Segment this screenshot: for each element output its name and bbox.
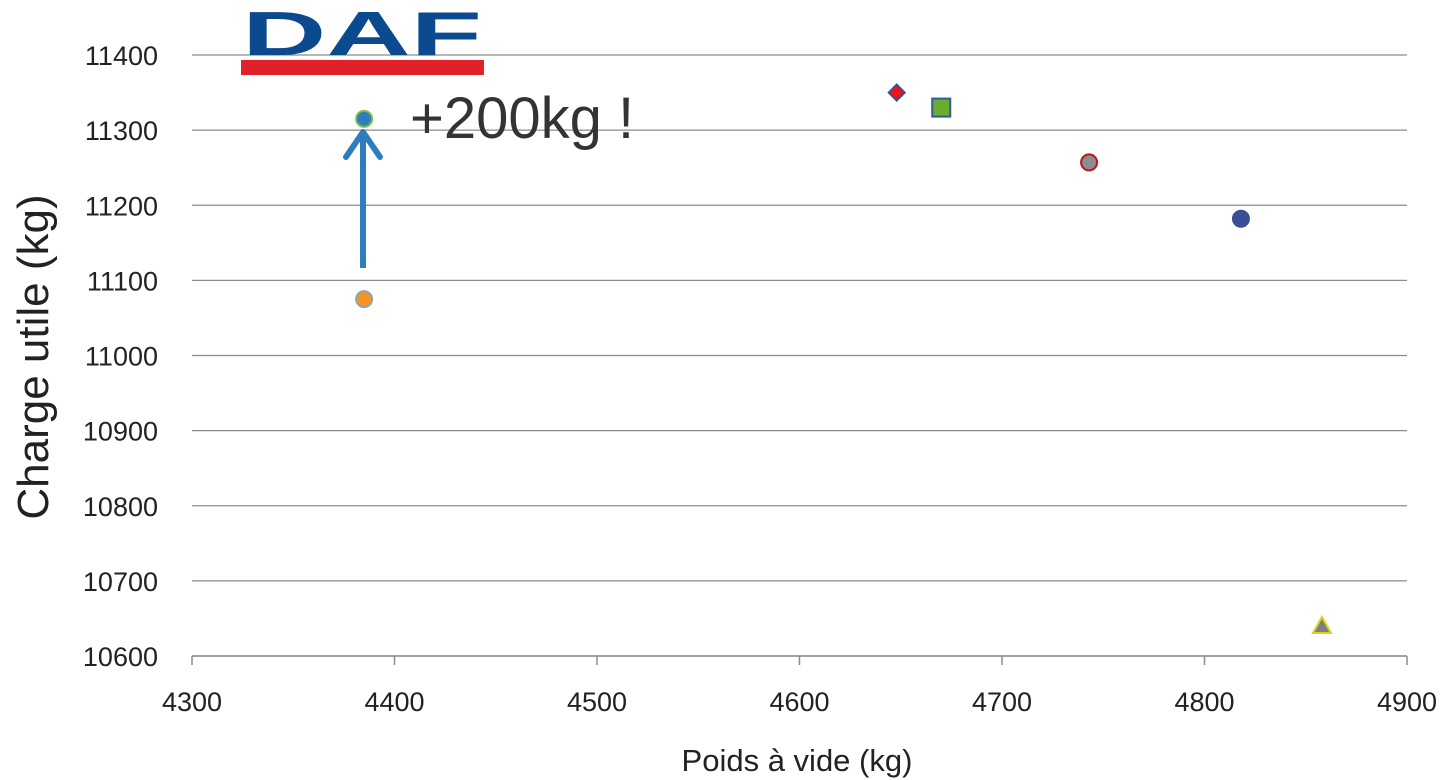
data-point-square [931, 97, 952, 118]
arrow-head [343, 129, 383, 160]
x-tick-labels: 4300 4400 4500 4600 4700 4800 4900 [162, 687, 1437, 717]
y-tick-labels: 10600 10700 10800 10900 11000 11100 11200 11300… [83, 41, 158, 672]
data-point-triangle [1311, 614, 1333, 634]
axes [191, 655, 1408, 665]
y-tick-label: 11000 [85, 342, 158, 372]
annotation-text: +200kg ! [410, 86, 634, 151]
x-axis-title: Poids à vide (kg) [682, 743, 913, 778]
y-tick-label: 10700 [83, 567, 158, 597]
daf-logo-bar [241, 60, 484, 75]
increase-arrow [343, 129, 383, 268]
data-point-diamond [887, 83, 907, 102]
data-point-circle [1231, 209, 1250, 228]
y-tick-label: 10600 [83, 642, 158, 672]
y-axis-title: Charge utile (kg) [9, 194, 58, 519]
daf-logo: DAF [241, 0, 484, 75]
x-tick-label: 4800 [1174, 687, 1234, 717]
x-tick-label: 4300 [162, 687, 222, 717]
data-point-circle [355, 290, 374, 309]
data-point-circle [355, 109, 374, 128]
y-tick-label: 11400 [85, 41, 158, 71]
x-tick-label: 4700 [972, 687, 1032, 717]
data-point-circle [1080, 153, 1099, 172]
x-tick-label: 4400 [364, 687, 424, 717]
y-tick-label: 11100 [87, 266, 158, 296]
x-tick-label: 4600 [769, 687, 829, 717]
y-tick-label: 10800 [83, 492, 158, 522]
x-tick-label: 4500 [567, 687, 627, 717]
data-points [355, 83, 1333, 634]
y-tick-label: 11300 [85, 116, 158, 146]
daf-logo-text: DAF [242, 0, 482, 69]
x-tick-label: 4900 [1377, 687, 1437, 717]
y-tick-label: 10900 [83, 417, 158, 447]
gridlines [192, 54, 1407, 657]
y-tick-label: 11200 [85, 191, 158, 221]
